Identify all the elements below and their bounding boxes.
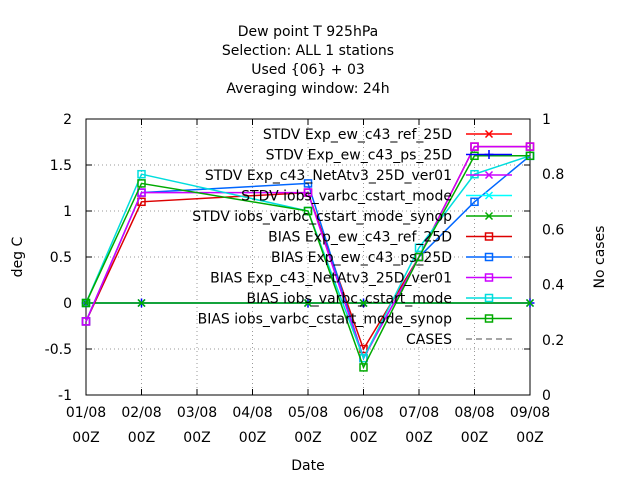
legend-marker <box>484 129 494 139</box>
x-tick-label-date: 03/08 <box>177 405 217 421</box>
y2-tick-label: 1 <box>542 112 551 128</box>
x-tick-label-hour: 00Z <box>239 430 266 446</box>
y-tick-label: 1.5 <box>50 158 72 174</box>
legend-marker <box>484 211 494 221</box>
legend-marker <box>484 273 494 282</box>
legend-label: BIAS iobs_varbc_cstart_mode_synop <box>198 312 453 328</box>
data-point <box>525 151 535 161</box>
x-tick-label-date: 02/08 <box>121 405 161 421</box>
data-point <box>414 252 424 262</box>
y-tick-label: -0.5 <box>45 342 72 358</box>
x-tick-label-hour: 00Z <box>405 430 432 446</box>
legend-label: STDV Exp_ew_c43_ps_25D <box>266 148 452 164</box>
chart-title: Dew point T 925hPa Selection: ALL 1 stati… <box>222 24 394 97</box>
data-point <box>525 142 535 151</box>
data-point <box>470 142 479 151</box>
y2-tick-label: 0.2 <box>542 333 564 349</box>
y2-tick-label: 0.4 <box>542 278 564 294</box>
legend-label: STDV iobs_varbc_cstart_mode <box>241 189 452 205</box>
x-tick-label-hour: 00Z <box>183 430 210 446</box>
series-10 <box>81 151 535 372</box>
data-point <box>303 188 313 197</box>
series-layer <box>81 142 535 372</box>
legend-marker <box>484 150 494 159</box>
title-line-3: Used {06} + 03 <box>251 62 365 78</box>
title-line-4: Averaging window: 24h <box>226 81 389 97</box>
legend-marker <box>484 293 494 303</box>
data-point <box>137 179 146 188</box>
x-tick-label-hour: 00Z <box>350 430 377 446</box>
x-tick-label-date: 04/08 <box>232 405 272 421</box>
series-line <box>85 155 530 370</box>
x-tick-label-date: 09/08 <box>510 405 550 421</box>
data-point <box>470 197 479 207</box>
y-axis-ticks: -1 -0.5 0 0.5 1 1.5 2 <box>45 112 530 404</box>
legend-marker <box>484 191 494 200</box>
data-point <box>137 298 146 308</box>
x-tick-label-date: 01/08 <box>66 405 106 421</box>
data-point <box>470 151 479 161</box>
y2-axis-label: No cases <box>592 226 608 289</box>
x-tick-label-hour: 00Z <box>516 430 543 446</box>
y2-tick-label: 0 <box>542 388 551 404</box>
legend-label: CASES <box>406 332 452 348</box>
y-tick-label: -1 <box>58 388 72 404</box>
legend: STDV Exp_ew_c43_ref_25D STDV Exp_ew_c43_p… <box>192 127 512 348</box>
legend-label: BIAS iobs_varbc_cstart_mode <box>247 291 453 307</box>
legend-marker <box>484 232 494 241</box>
x-tick-label-date: 05/08 <box>288 405 328 421</box>
title-line-2: Selection: ALL 1 stations <box>222 43 394 59</box>
x-tick-label-hour: 00Z <box>294 430 321 446</box>
data-point <box>137 169 146 179</box>
y-tick-label: 0 <box>63 296 72 312</box>
data-point <box>525 298 535 308</box>
title-line-1: Dew point T 925hPa <box>238 24 378 40</box>
legend-marker <box>484 314 494 323</box>
data-point <box>414 243 424 253</box>
y-axis-label: deg C <box>10 236 26 277</box>
legend-label: STDV iobs_varbc_cstart_mode_synop <box>192 209 452 225</box>
y-tick-label: 0.5 <box>50 250 72 266</box>
legend-label: STDV Exp_c43_NetAtv3_25D_ver01 <box>205 168 452 184</box>
data-point <box>303 179 313 188</box>
series-line <box>85 155 531 361</box>
legend-label: STDV Exp_ew_c43_ref_25D <box>263 127 452 143</box>
data-point <box>359 363 368 372</box>
y2-axis-ticks: 0 0.2 0.4 0.6 0.8 1 <box>542 112 564 404</box>
legend-marker <box>484 170 494 180</box>
x-tick-label-date: 08/08 <box>454 405 494 421</box>
data-point <box>81 298 91 308</box>
x-tick-label-hour: 00Z <box>72 430 99 446</box>
data-point <box>303 298 313 308</box>
x-tick-label-date: 06/08 <box>343 405 383 421</box>
data-point <box>303 206 313 216</box>
legend-label: BIAS Exp_c43_NetAtv3_25D_ver01 <box>210 271 452 287</box>
data-point <box>470 169 479 179</box>
x-tick-label-date: 07/08 <box>399 405 439 421</box>
y2-tick-label: 0.6 <box>542 222 564 238</box>
legend-label: BIAS Exp_ew_c43_ps_25D <box>271 250 452 266</box>
y2-tick-label: 0.8 <box>542 167 564 183</box>
y-tick-label: 2 <box>63 112 72 128</box>
x-axis-label: Date <box>291 458 324 474</box>
legend-label: BIAS Exp_ew_c43_ref_25D <box>268 230 452 246</box>
x-axis-ticks: 01/08 00Z 02/08 00Z 03/08 00Z 04/08 00Z 05/08 00Z… <box>66 119 550 446</box>
data-point <box>359 298 368 308</box>
legend-marker <box>484 252 494 262</box>
x-tick-label-hour: 00Z <box>461 430 488 446</box>
series-5 <box>81 298 535 308</box>
x-tick-label-hour: 00Z <box>128 430 155 446</box>
data-point <box>81 317 91 326</box>
y-tick-label: 1 <box>63 204 72 220</box>
